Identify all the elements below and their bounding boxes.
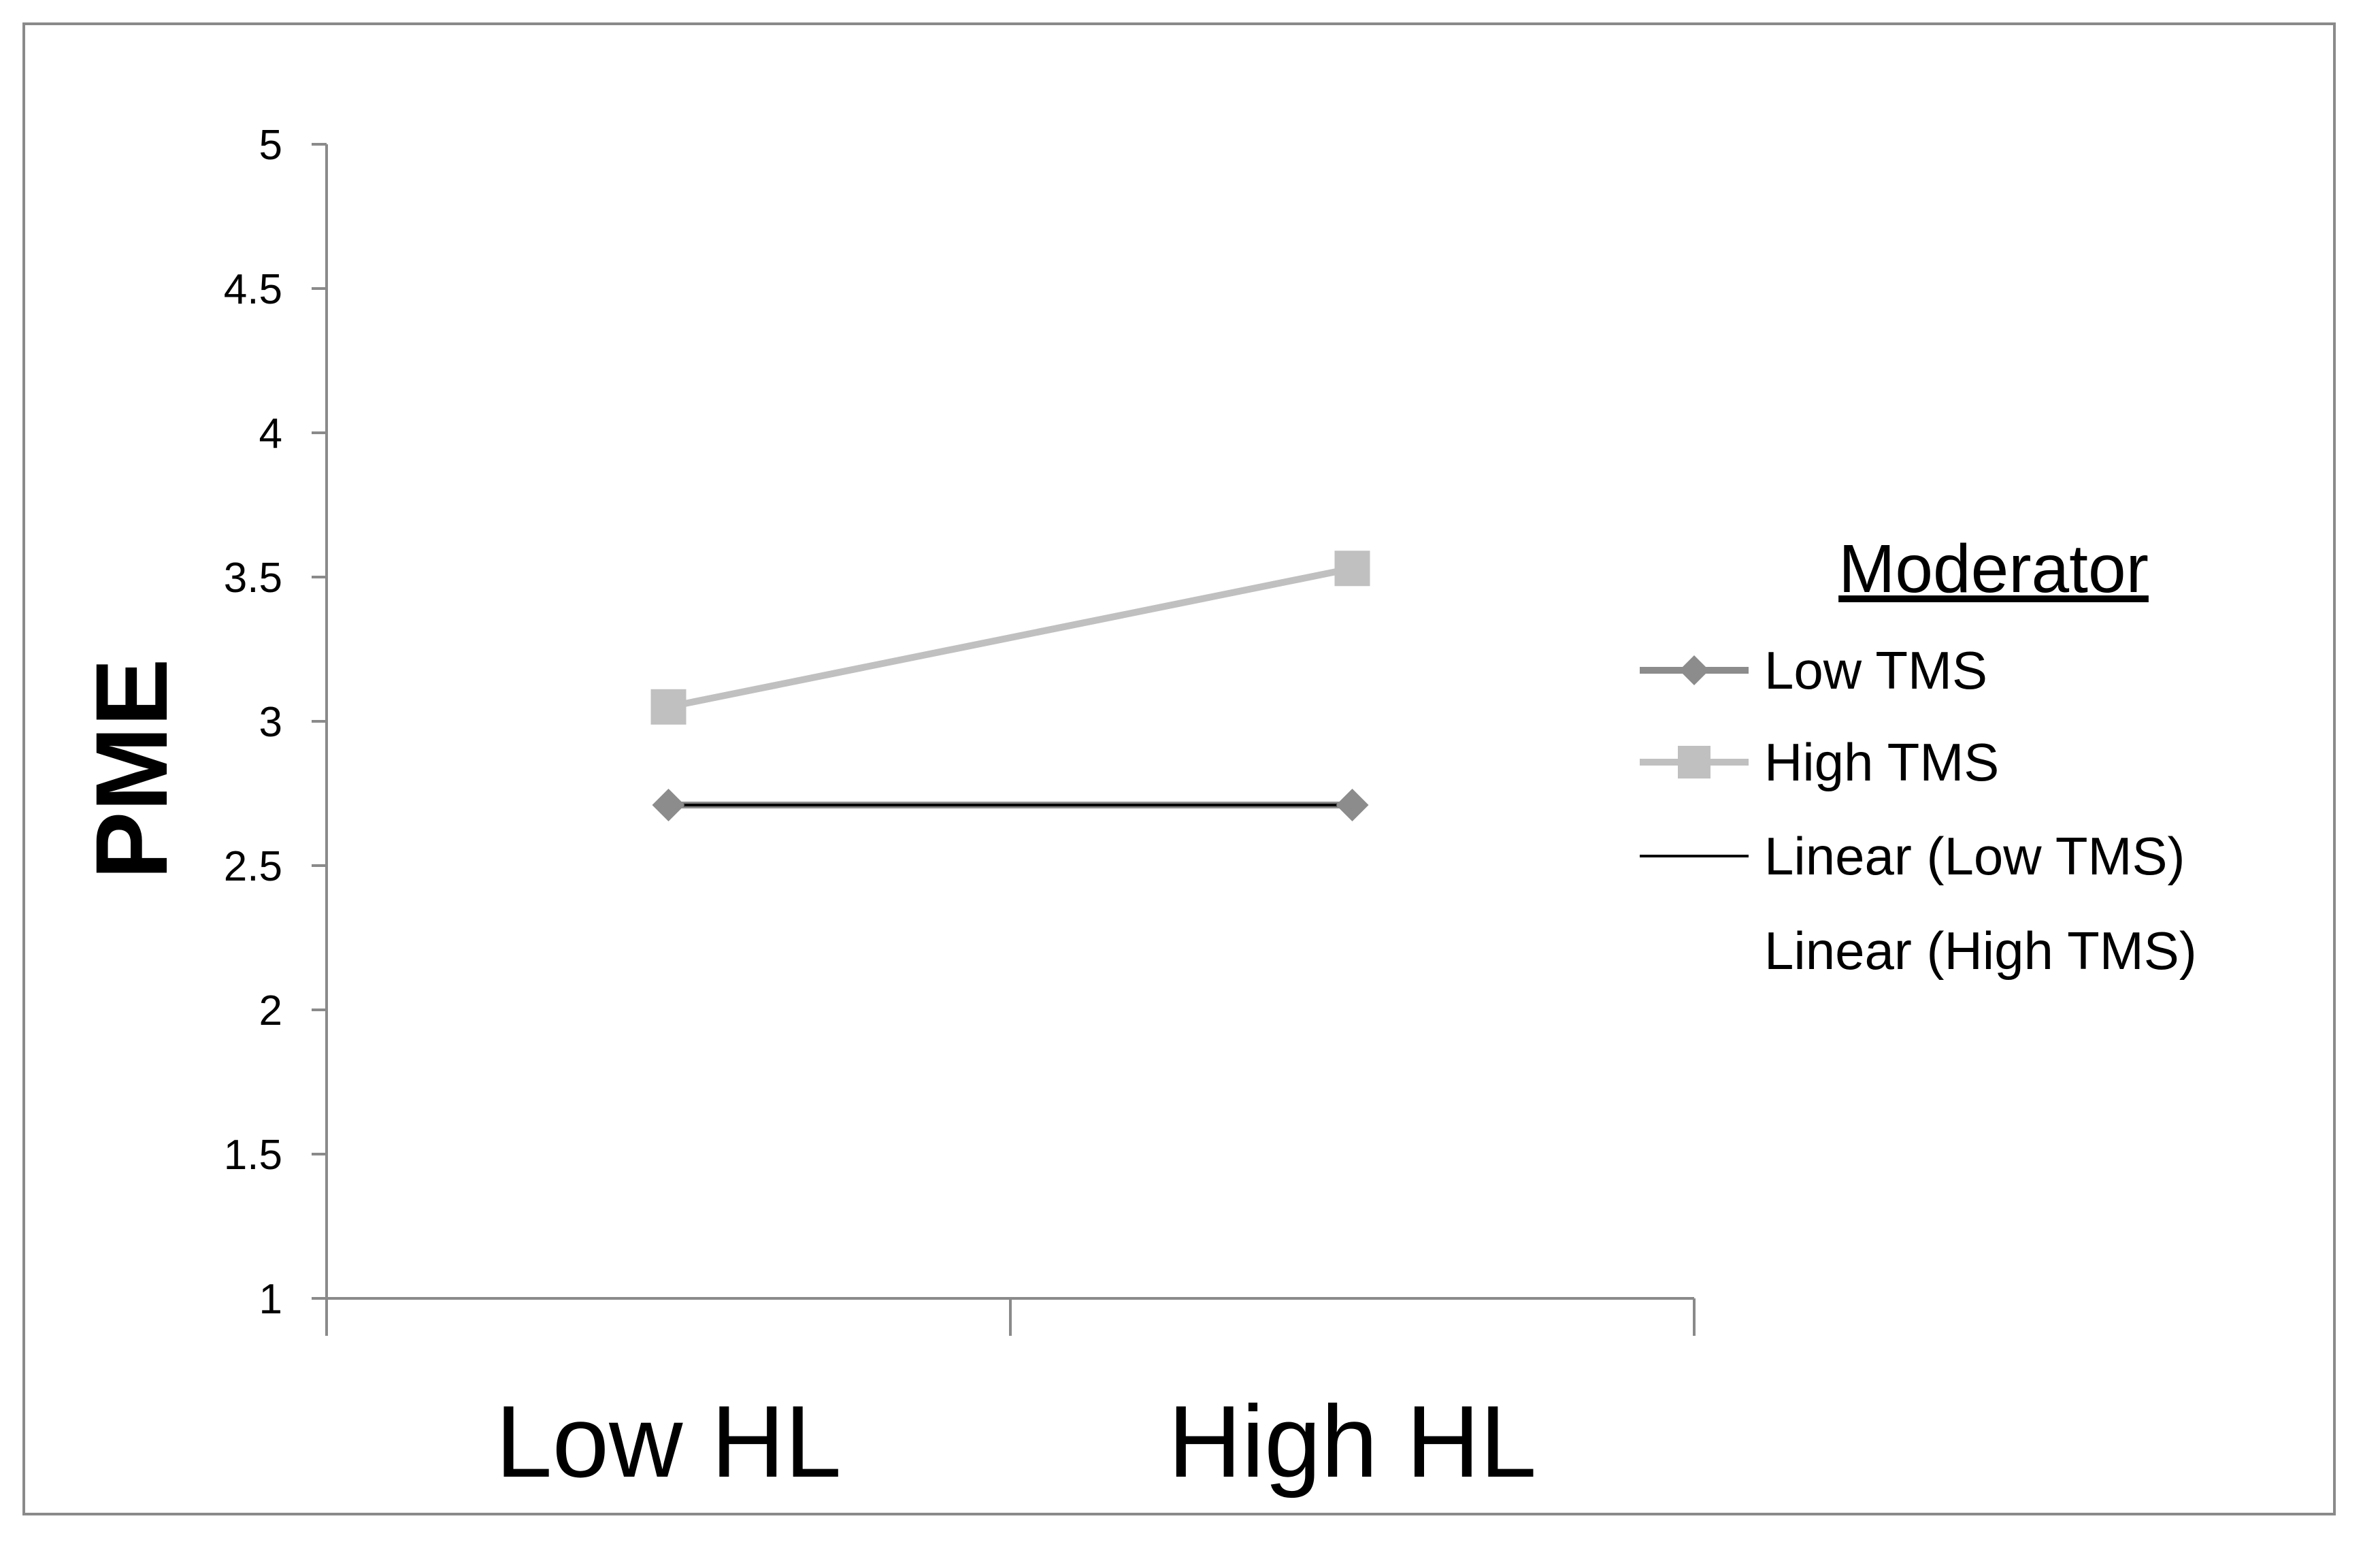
legend-swatch-marker (1679, 655, 1709, 685)
legend-entry-label: High TMS (1764, 732, 1999, 792)
legend-title: Moderator (1838, 531, 2149, 607)
data-point (652, 788, 685, 821)
chart-frame (22, 22, 2336, 1515)
legend-swatch-marker (1678, 746, 1710, 778)
y-tick-label: 4 (259, 410, 282, 457)
x-category-label: Low HL (495, 1384, 842, 1498)
x-category-label: High HL (1168, 1384, 1537, 1498)
y-tick-label: 3.5 (224, 555, 282, 602)
legend-entry-label: Low TMS (1764, 640, 1987, 700)
y-tick-label: 3 (259, 699, 282, 746)
data-point (1334, 551, 1370, 587)
legend: Moderator Low TMS High TMS Linear (Low TMS… (1640, 531, 2197, 981)
legend-entry-label: Linear (Low TMS) (1764, 826, 2185, 886)
legend-entry-label: Linear (High TMS) (1764, 921, 2197, 981)
y-tick-label: 2 (259, 987, 282, 1034)
y-tick-label: 1 (259, 1276, 282, 1323)
y-tick-label: 2.5 (224, 843, 282, 890)
series (650, 551, 1370, 821)
y-tick-label: 4.5 (224, 266, 282, 313)
y-tick-labels: 1 1.5 2 2.5 3 3.5 4 4.5 5 (224, 122, 282, 1323)
y-tick-label: 5 (259, 122, 282, 169)
x-category-labels: Low HL High HL (495, 1384, 1536, 1498)
y-axis-label: PME (74, 658, 188, 879)
axes (312, 143, 1696, 1336)
y-tick-label: 1.5 (224, 1132, 282, 1179)
series-line-high-tms (667, 565, 1353, 710)
data-point (650, 689, 687, 725)
data-point (1336, 788, 1369, 821)
